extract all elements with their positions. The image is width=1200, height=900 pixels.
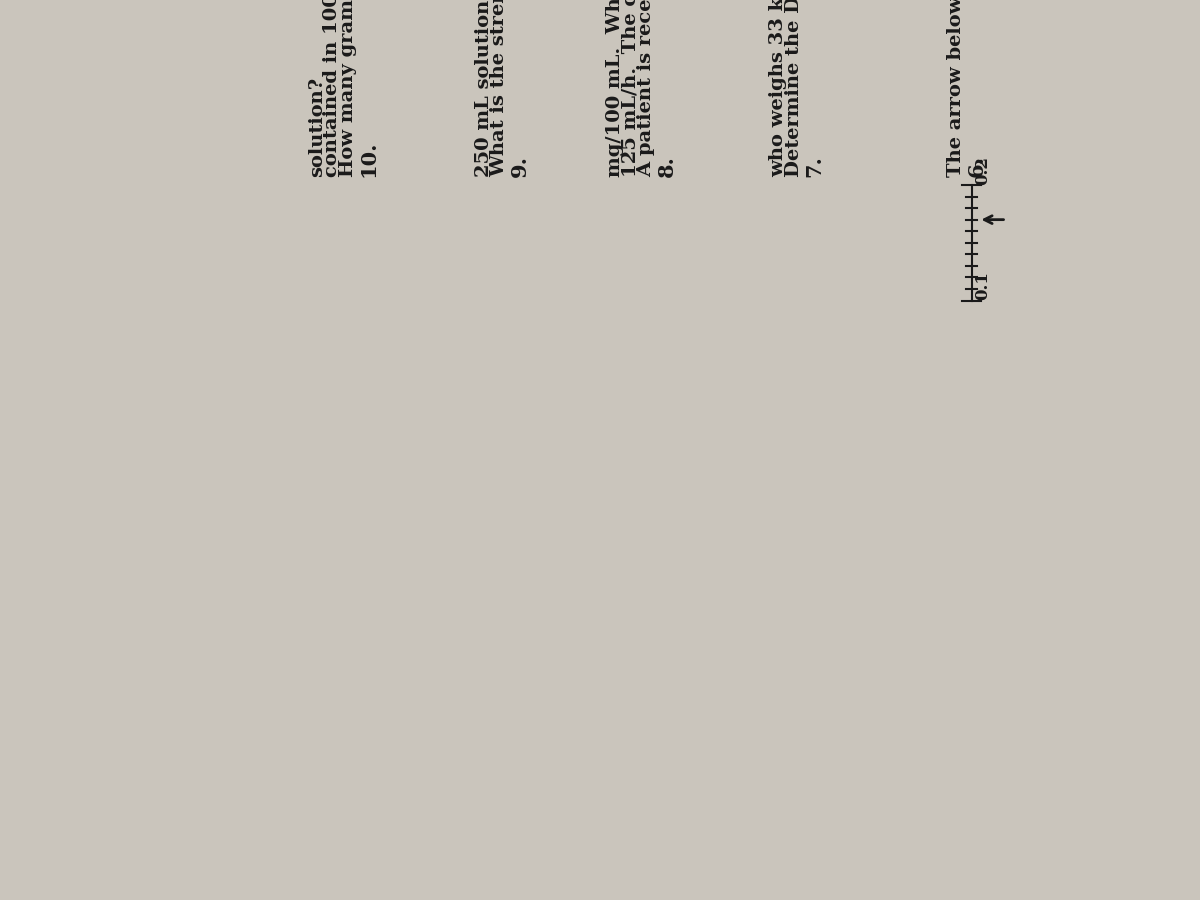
Text: The arrow below is indicating how many mL?: The arrow below is indicating how many m…: [947, 0, 965, 177]
Text: What is the strength (expressed as a percent) of a: What is the strength (expressed as a per…: [490, 0, 508, 177]
Text: 7.: 7.: [804, 156, 824, 177]
Text: 0.1: 0.1: [974, 272, 991, 301]
Text: 6.: 6.: [967, 156, 986, 177]
Text: 10.: 10.: [359, 140, 379, 177]
Text: contained in 100 mL of a 25 % magnesium sulfate: contained in 100 mL of a 25 % magnesium …: [324, 0, 342, 177]
Text: solution?: solution?: [308, 77, 326, 177]
Text: 9.: 9.: [510, 156, 529, 177]
Text: A patient is receiving an IVPB drug at the rate of: A patient is receiving an IVPB drug at t…: [637, 0, 655, 177]
Text: who weighs 33 kg.: who weighs 33 kg.: [769, 0, 787, 177]
Text: 0.2: 0.2: [974, 156, 991, 185]
Text: mg/100 mL.  What is the dosage rate in mg/min?: mg/100 mL. What is the dosage rate in mg…: [606, 0, 624, 177]
Text: How many grams of magnesium sulfate are: How many grams of magnesium sulfate are: [338, 0, 356, 177]
Text: 125 mL/h.  The concentration of the solution is 250: 125 mL/h. The concentration of the solut…: [622, 0, 640, 177]
Text: 8.: 8.: [658, 156, 677, 177]
Text: Determine the Daily Fluid Maintenance for a child: Determine the Daily Fluid Maintenance fo…: [785, 0, 803, 177]
Text: 250 mL solution that contains 5 g of NaCl?: 250 mL solution that contains 5 g of NaC…: [474, 0, 492, 177]
